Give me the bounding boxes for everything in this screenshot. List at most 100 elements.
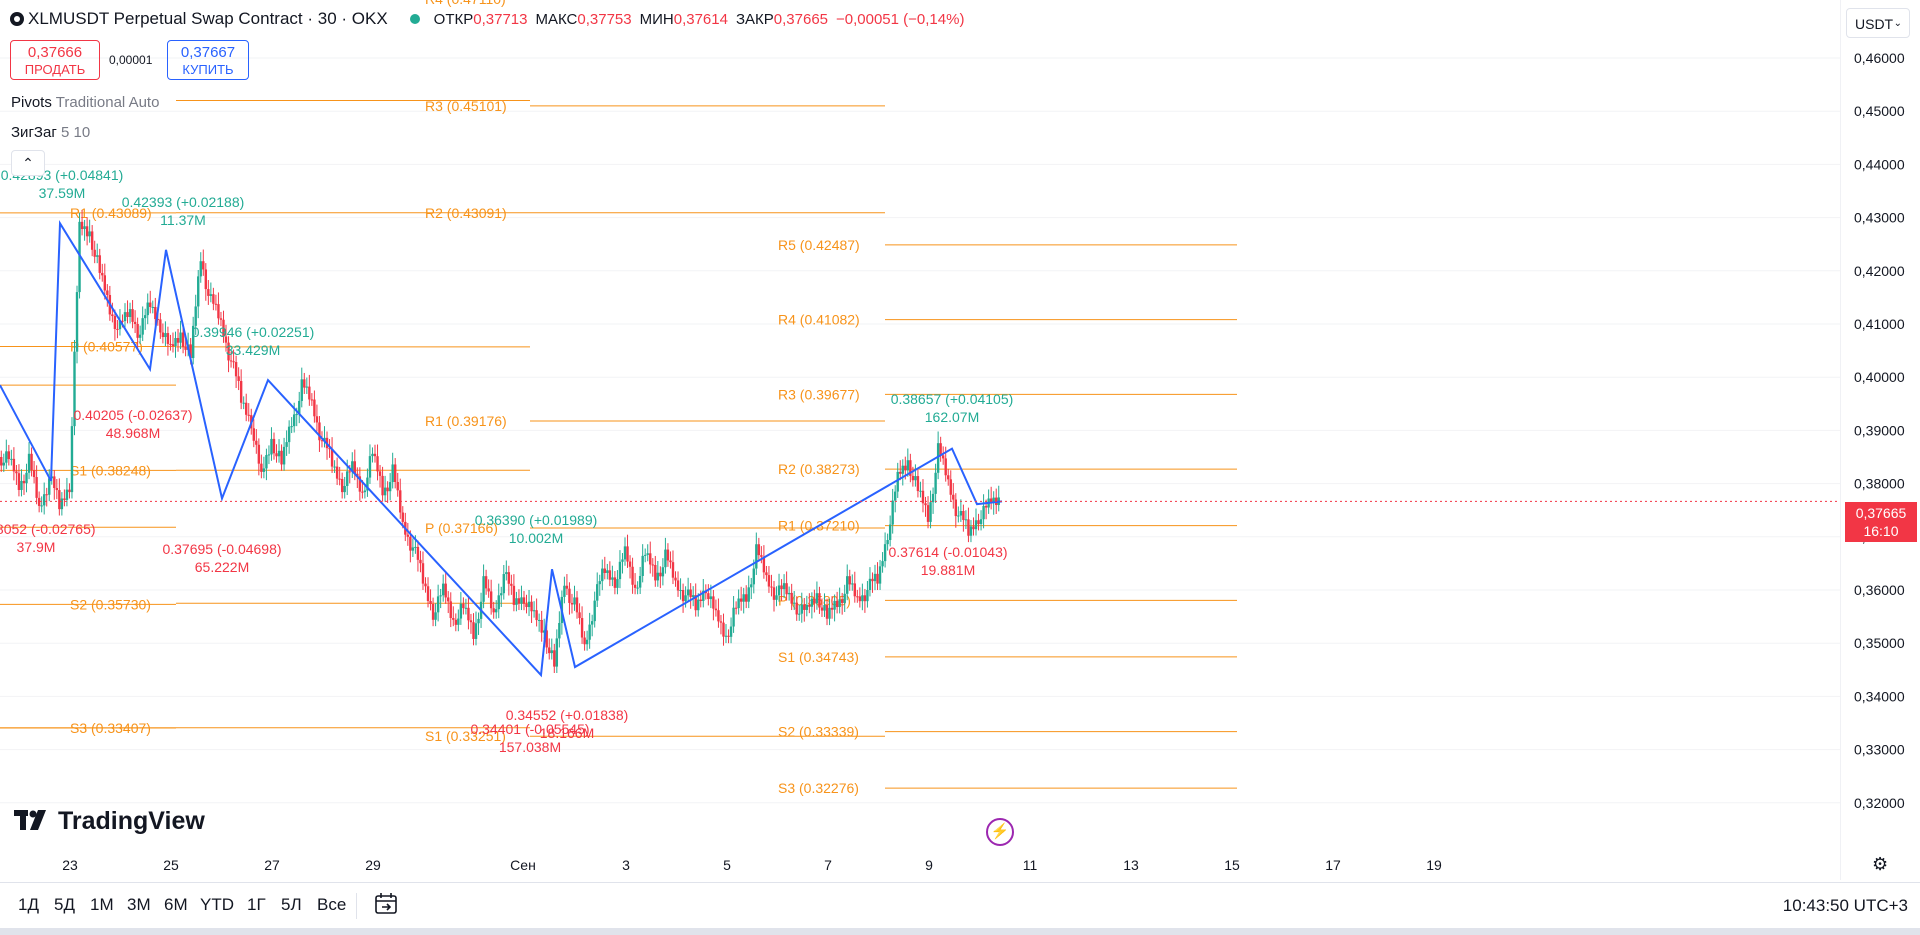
- currency-select[interactable]: USDT ⌄: [1846, 8, 1910, 38]
- candle-body: [169, 343, 172, 345]
- lightning-icon[interactable]: ⚡: [986, 818, 1014, 846]
- candle-body: [441, 583, 445, 596]
- tradingview-logo[interactable]: TradingView: [14, 806, 205, 837]
- candle-body: [12, 458, 16, 472]
- candle-body: [270, 438, 273, 455]
- price-axis[interactable]: 0,46000 0,45000 0,44000 0,43000 0,42000 0,410…: [1840, 0, 1920, 880]
- candle-body: [957, 515, 960, 517]
- candle-body: [96, 255, 99, 257]
- clock-timezone[interactable]: 10:43:50 UTC+3: [1782, 896, 1908, 915]
- candle-body: [598, 581, 601, 585]
- candle-body: [90, 231, 94, 250]
- candle-body: [671, 562, 675, 578]
- candle-body: [954, 499, 958, 517]
- pivot-label: R3 (0.39677): [778, 386, 860, 402]
- candle-body: [876, 573, 879, 584]
- candle-body: [861, 595, 864, 602]
- candle-body: [926, 505, 930, 522]
- candle-body: [969, 526, 973, 536]
- candle-body: [583, 637, 586, 645]
- candle-body: [828, 607, 831, 619]
- candle-body: [343, 485, 346, 493]
- range-ytd[interactable]: YTD: [200, 895, 234, 914]
- candle-body: [641, 555, 644, 576]
- range-5d[interactable]: 5Д: [54, 895, 75, 914]
- high-label: МАКС: [535, 10, 578, 28]
- change-value: −0,00051 (−0,14%): [836, 10, 965, 28]
- buy-button[interactable]: 0,37667 КУПИТЬ: [167, 40, 249, 80]
- range-all[interactable]: Все: [317, 895, 347, 914]
- candle-body: [659, 572, 662, 577]
- candle-body: [757, 544, 761, 556]
- candle-body: [482, 576, 485, 602]
- candle-body: [419, 559, 422, 564]
- candle-body: [436, 596, 440, 613]
- range-3m[interactable]: 3М: [127, 895, 151, 914]
- range-1d[interactable]: 1Д: [18, 895, 39, 914]
- calendar-goto-icon[interactable]: [374, 892, 400, 922]
- candle-body: [790, 592, 793, 604]
- candle-body: [621, 559, 624, 562]
- time-axis[interactable]: 23 25 27 29 Сен 3 5 7 9 11 13 15 17 19: [0, 850, 1840, 880]
- indicator-pivots[interactable]: Pivots Traditional Auto: [11, 94, 159, 111]
- range-6m[interactable]: 6М: [164, 895, 188, 914]
- candle-body: [505, 572, 508, 575]
- price-tick-label: 0,44000: [1854, 156, 1905, 172]
- indicator-zigzag[interactable]: ЗигЗаг 5 10: [11, 124, 90, 141]
- candle-body: [545, 630, 548, 648]
- candle-body: [280, 450, 283, 465]
- candle-body: [161, 332, 165, 338]
- candle-body: [989, 498, 993, 504]
- candle-body: [469, 620, 473, 623]
- range-5y[interactable]: 5Л: [281, 895, 302, 914]
- pivot-label: R4 (0.47110): [425, 0, 506, 7]
- candle-body: [5, 451, 8, 463]
- candle-body: [606, 570, 609, 573]
- candle-body: [242, 402, 245, 404]
- candle-body: [409, 536, 412, 551]
- sell-price: 0,37666: [27, 44, 83, 61]
- candle-body: [575, 597, 579, 613]
- candle-body: [649, 553, 652, 565]
- candle-body: [856, 596, 859, 598]
- candle-body: [691, 595, 695, 598]
- candle-body: [762, 556, 766, 573]
- candle-body: [929, 502, 932, 522]
- low-label: МИН: [639, 10, 674, 28]
- collapse-legend-button[interactable]: ⌃: [11, 150, 45, 176]
- time-tick-label: 27: [264, 857, 280, 873]
- candle-body: [202, 261, 205, 270]
- candle-body: [866, 590, 869, 602]
- sell-button[interactable]: 0,37666 ПРОДАТЬ: [10, 40, 100, 80]
- pivot-label: R1 (0.43089): [70, 205, 152, 221]
- candle-body: [820, 607, 824, 611]
- candle-body: [83, 226, 86, 230]
- candle-body: [838, 599, 841, 608]
- candle-body: [126, 312, 129, 317]
- settings-gear-icon[interactable]: ⚙: [1872, 854, 1889, 874]
- candle-body: [262, 468, 266, 472]
- candle-body: [48, 478, 51, 495]
- candle-body: [651, 564, 654, 566]
- candle-body: [265, 455, 268, 469]
- sell-label: ПРОДАТЬ: [24, 62, 86, 77]
- price-chart[interactable]: R1 (0.43089) P (0.40577) S1 (0.38248) S2 (0…: [0, 0, 1840, 880]
- candle-body: [568, 588, 571, 603]
- candle-body: [962, 510, 965, 520]
- last-price-value: 0,37665: [1855, 505, 1907, 521]
- symbol-title[interactable]: XLMUSDT Perpetual Swap Contract · 30 · O…: [28, 9, 388, 28]
- range-1m[interactable]: 1М: [90, 895, 114, 914]
- candle-body: [752, 568, 755, 585]
- candle-body: [212, 294, 215, 304]
- range-1y[interactable]: 1Г: [247, 895, 266, 914]
- candle-body: [709, 596, 713, 600]
- candle-body: [371, 453, 374, 457]
- candle-body: [805, 604, 809, 610]
- pivot-label: S2 (0.35730): [70, 596, 151, 612]
- candle-body: [916, 476, 920, 492]
- candle-body: [623, 546, 627, 560]
- pivot-label: S1 (0.38248): [70, 462, 151, 478]
- candle-body: [477, 618, 480, 624]
- candle-body: [694, 595, 697, 611]
- candle-body: [992, 497, 995, 504]
